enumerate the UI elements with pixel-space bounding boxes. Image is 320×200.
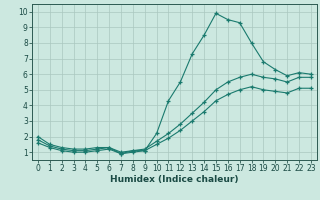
X-axis label: Humidex (Indice chaleur): Humidex (Indice chaleur) bbox=[110, 175, 239, 184]
